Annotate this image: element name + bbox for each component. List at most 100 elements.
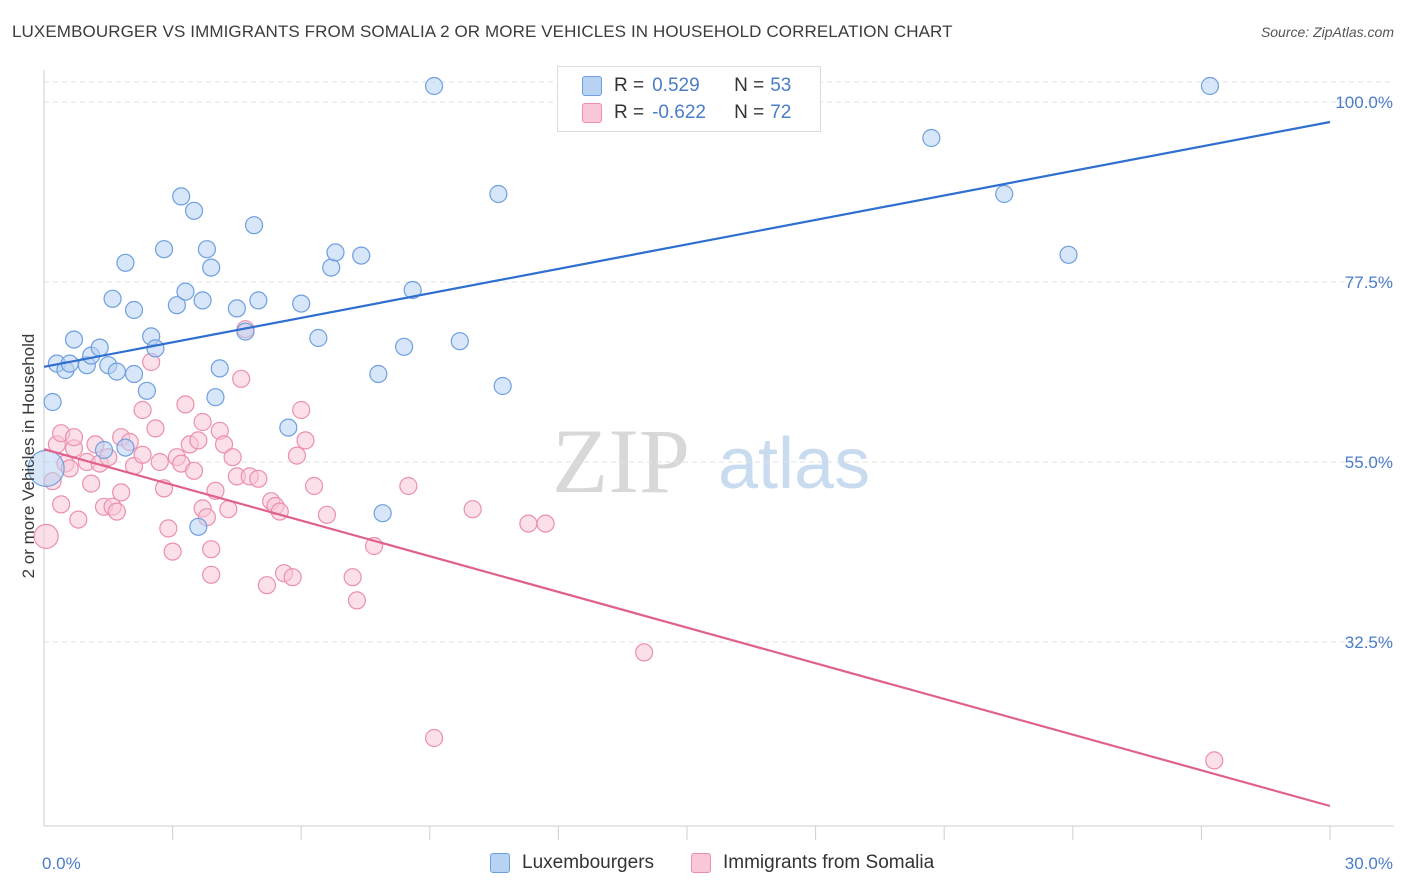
somalia-point [150,452,169,472]
luxembourgers-point [450,332,469,351]
luxembourgers-point [249,291,268,310]
r-label: R = [614,75,645,96]
y-axis-label: 2 or more Vehicles in Household [19,334,38,579]
pink-swatch-icon [582,103,602,123]
somalia-point [296,431,315,450]
legend-item-luxembourgers[interactable]: Luxembourgers [490,852,654,874]
legend-label: Luxembourgers [522,852,655,873]
luxembourgers-point [244,216,264,235]
somalia-point [184,461,204,480]
somalia-point [287,446,307,465]
watermark-zip: ZIP [552,410,690,512]
luxembourgers-point [206,388,225,407]
y-tick-label: 100.0% [1335,93,1393,112]
luxembourgers-point [64,330,84,349]
luxembourgers-point [1200,76,1220,96]
luxembourgers-point [202,258,221,277]
somalia-point [249,469,268,488]
luxembourgers-point [352,246,371,265]
n-label: N = [734,75,765,96]
trend-lines [43,120,1331,808]
somalia-point [317,505,337,524]
somalia-point [536,514,555,533]
pink-swatch-icon [691,853,711,873]
somalia-point [176,395,195,414]
n-value: 53 [770,75,792,96]
luxembourgers-point [124,300,144,320]
somalia-point [424,728,444,748]
somalia-point [347,591,367,610]
somalia-point [343,568,362,587]
luxembourgers-point [184,201,204,220]
somalia-point [193,412,212,432]
somalia-point [1205,751,1224,770]
series-somalia-points [33,320,1224,770]
luxembourgers-point [137,381,156,400]
somalia-point [270,502,289,521]
blue-swatch-icon [582,76,602,96]
luxembourgers-point [493,376,512,396]
somalia-point [219,500,238,519]
somalia-point [33,523,59,550]
somalia-point [146,419,165,438]
luxembourgers-point [394,337,414,356]
y-tick-label: 77.5% [1345,273,1393,292]
r-label: R = [614,102,645,123]
legend-label: Immigrants from Somalia [723,852,935,873]
luxembourgers-point [146,339,165,358]
luxembourgers-point [279,418,298,437]
chart-title: LUXEMBOURGER VS IMMIGRANTS FROM SOMALIA … [12,22,953,41]
luxembourgers-point [292,294,311,313]
luxembourgers-point [189,517,208,536]
luxembourgers-point [210,359,229,378]
luxembourgers-point [489,184,508,204]
luxembourgers-point [322,258,341,277]
somalia-point [292,400,311,420]
luxembourgers-point [90,338,109,357]
somalia-point [112,483,131,502]
luxembourgers-point [124,364,144,384]
luxembourgers-point [176,282,195,301]
somalia-point [69,510,88,529]
somalia-point [223,448,242,467]
luxembourgers-point [107,362,126,381]
luxembourgers-point [922,128,941,148]
luxembourgers-point [94,440,114,460]
blue-swatch-icon [490,853,510,873]
n-value: 72 [770,102,792,123]
somalia-point [163,542,182,561]
somalia-point [635,643,654,662]
somalia-point [202,540,221,559]
series-legend: Luxembourgers Immigrants from Somalia [0,852,1406,878]
series-luxembourgers-points [27,76,1220,536]
luxembourgers-point [236,322,255,341]
luxembourgers-trend-line [43,120,1331,368]
grid-lines [44,81,1394,643]
luxembourgers-point [167,296,186,315]
n-label: N = [734,102,765,123]
somalia-point [107,502,126,521]
luxembourgers-point [1059,245,1078,264]
somalia-point [283,568,302,587]
luxembourgers-point [193,291,212,310]
luxembourgers-point [403,280,422,300]
luxembourgers-point [326,243,345,262]
luxembourgers-point [197,240,216,259]
somalia-point [189,431,208,450]
legend-row-somalia: R = -0.622 N = 72 [582,100,791,126]
y-tick-label: 32.5% [1345,633,1393,652]
watermark: ZIP atlas [552,410,870,512]
somalia-point [214,435,234,454]
somalia-point [202,565,221,584]
x-tick-label: 30.0% [1345,854,1393,873]
watermark-atlas: atlas [718,424,870,504]
somalia-point [159,519,178,538]
somalia-point [133,445,152,464]
somalia-point [64,428,84,447]
legend-item-somalia[interactable]: Immigrants from Somalia [691,852,934,874]
luxembourgers-point [309,328,328,348]
r-value: 0.529 [652,75,700,96]
correlation-legend: R = 0.529 N = 53 R = -0.622 N = 72 [557,66,821,132]
luxembourgers-point [369,364,388,384]
